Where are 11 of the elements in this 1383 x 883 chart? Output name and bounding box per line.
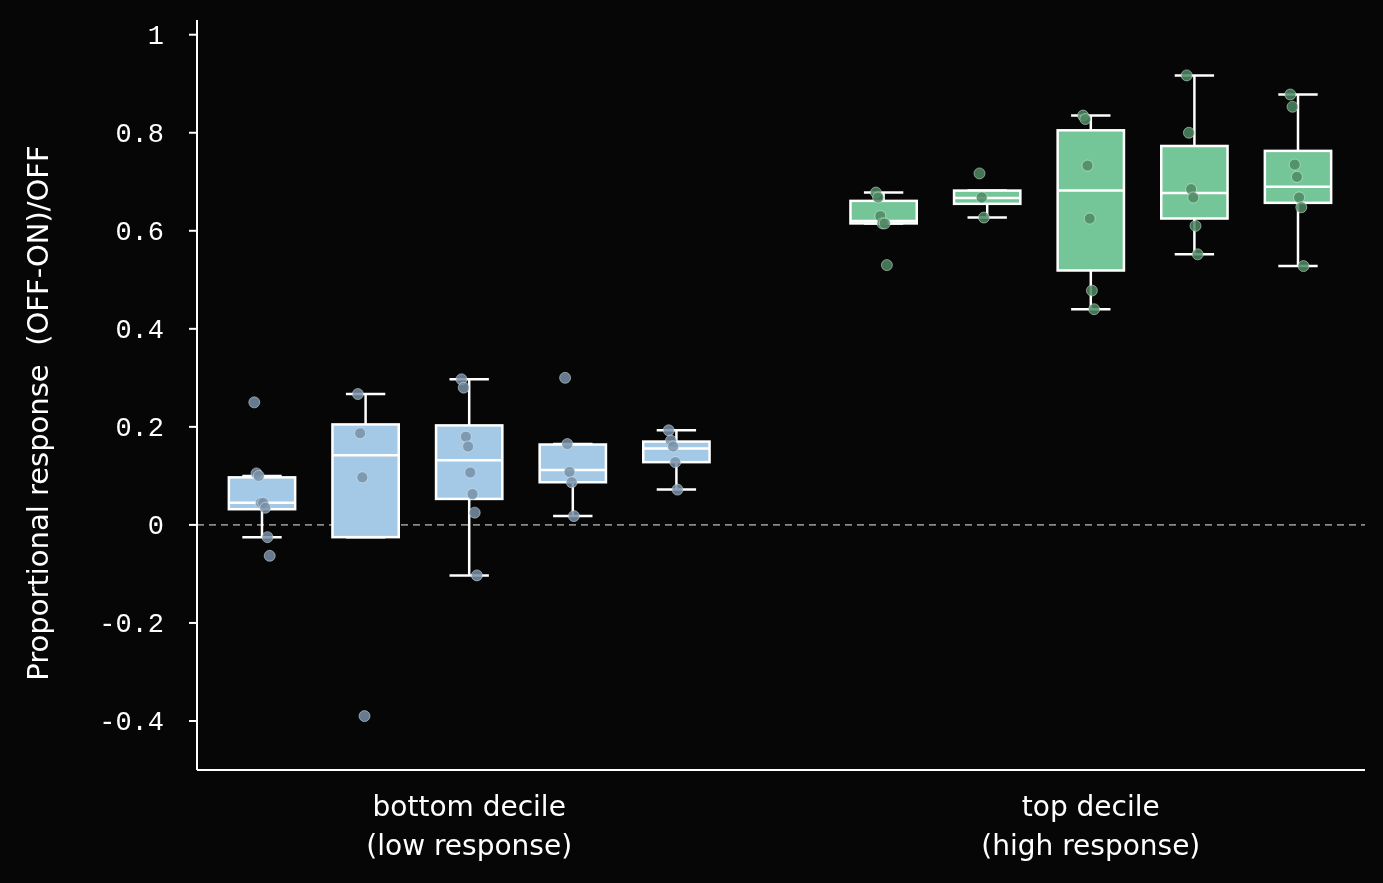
y-tick-label: 0.6 — [115, 218, 164, 249]
y-tick-label: 1 — [147, 22, 164, 53]
y-tick-label: 0 — [147, 512, 164, 543]
x-tick-label: top decile (high response) — [981, 790, 1201, 862]
y-tick-label: 0.4 — [115, 316, 164, 347]
y-axis-title: Proportional response (OFF-ON)/OFF — [21, 145, 55, 681]
y-tick-label: 0.2 — [115, 414, 164, 445]
y-tick-label: -0.4 — [99, 708, 164, 739]
y-tick-label: 0.8 — [115, 120, 164, 151]
y-tick-label: -0.2 — [99, 610, 164, 641]
x-tick-label: bottom decile (low response) — [366, 790, 573, 862]
